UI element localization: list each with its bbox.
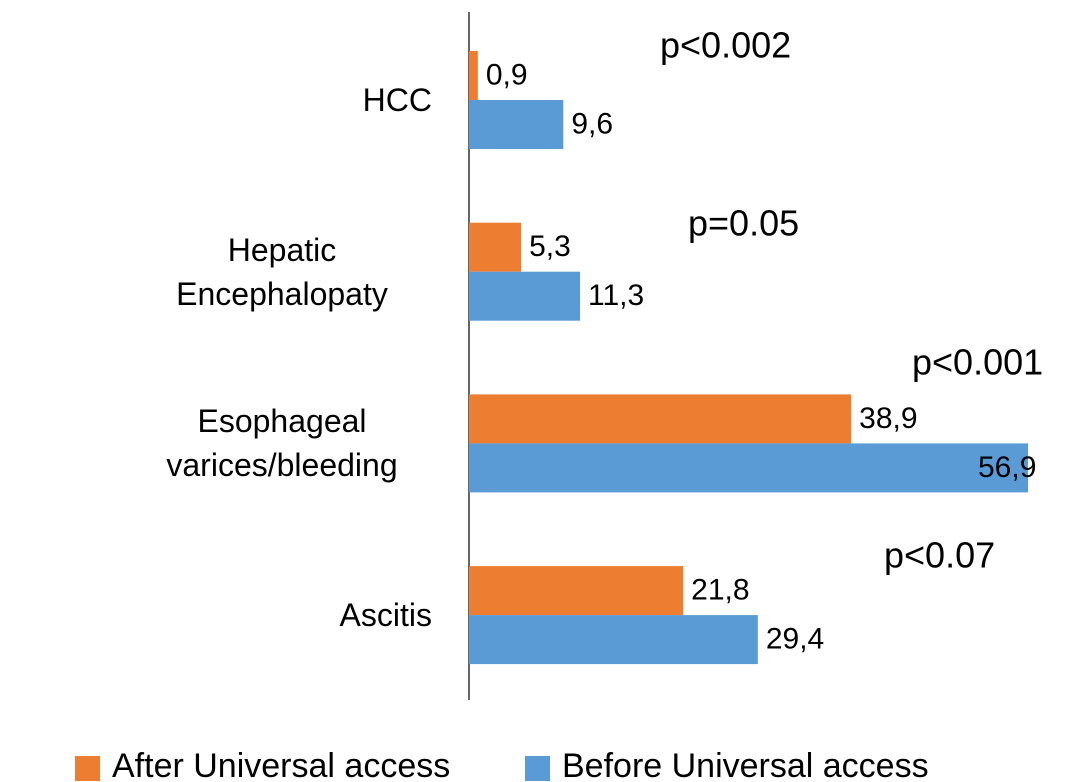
bar [469, 100, 564, 149]
category-label: Esophageal varices/bleeding [166, 403, 398, 484]
bar [469, 222, 522, 272]
category-label: Ascitis [339, 597, 432, 634]
annotation: p<0.002 [660, 25, 791, 66]
annotation: p<0.001 [912, 342, 1043, 383]
value-label: 5,3 [529, 230, 571, 263]
bar [469, 566, 684, 616]
bar [469, 394, 852, 444]
value-label: 9,6 [571, 107, 613, 140]
legend-swatch [75, 756, 100, 781]
legend-swatch [525, 756, 550, 781]
value-label: 21,8 [691, 574, 749, 607]
value-label: 29,4 [766, 623, 824, 656]
annotation: p<0.07 [884, 535, 995, 576]
value-label: 0,9 [486, 58, 528, 91]
bar [469, 51, 478, 100]
annotation: p=0.05 [688, 203, 799, 244]
value-label: 56,9 [978, 451, 1036, 484]
bar [469, 443, 1028, 493]
category-label: Hepatic Encephalopaty [176, 231, 388, 312]
legend-label: Before Universal access [562, 747, 929, 782]
category-label: HCC [362, 82, 432, 118]
legend-label: After Universal access [112, 747, 450, 782]
value-label: 38,9 [859, 402, 917, 435]
value-label: 11,3 [588, 279, 644, 312]
bar [469, 615, 758, 665]
bar [469, 271, 581, 321]
